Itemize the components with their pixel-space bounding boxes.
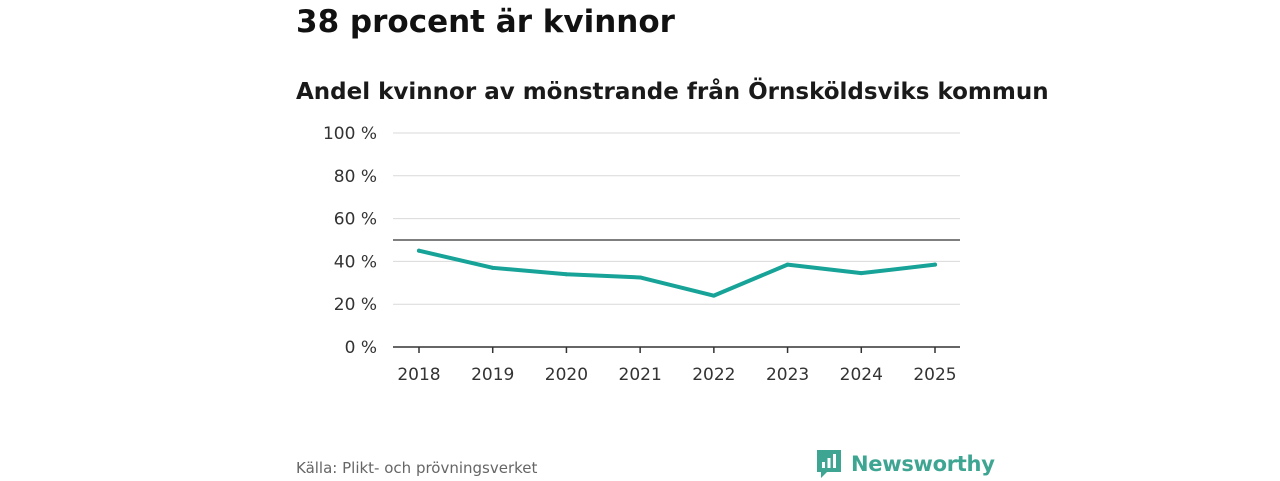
x-tick-label: 2019: [471, 365, 514, 385]
grid-lines: [393, 132, 960, 305]
brand-name: Newsworthy: [851, 452, 995, 476]
y-tick-label: 0 %: [345, 338, 377, 358]
x-axis-labels: 2018 2019 2020 2021 2022 2023 2024 2025: [397, 365, 956, 385]
data-point: [859, 271, 864, 276]
y-axis-labels: 0 % 20 % 40 % 60 % 80 % 100 %: [323, 124, 377, 358]
x-tick-label: 2025: [913, 365, 956, 385]
y-tick-label: 40 %: [334, 252, 377, 272]
y-tick-label: 60 %: [334, 210, 377, 230]
series-line: [417, 248, 937, 298]
data-point: [933, 262, 937, 267]
x-tick-label: 2024: [840, 365, 883, 385]
source-note: Källa: Plikt- och prövningsverket: [296, 459, 538, 477]
data-point: [564, 272, 569, 277]
data-point: [711, 293, 716, 298]
data-point: [417, 248, 421, 253]
x-tick-label: 2021: [619, 365, 662, 385]
y-tick-label: 80 %: [334, 167, 377, 187]
chart-title: Andel kvinnor av mönstrande från Örnsköl…: [296, 79, 1049, 105]
brand-logo: Newsworthy: [815, 447, 995, 481]
data-point: [638, 275, 643, 280]
y-tick-label: 100 %: [323, 124, 377, 144]
series-group: [417, 248, 937, 298]
x-tick-label: 2020: [545, 365, 588, 385]
newsworthy-logo-icon: [817, 450, 841, 478]
x-tick-label: 2023: [766, 365, 809, 385]
headline: 38 procent är kvinnor: [296, 4, 675, 40]
y-tick-label: 20 %: [334, 295, 377, 315]
x-tick-label: 2018: [397, 365, 440, 385]
data-point: [785, 262, 790, 267]
data-point: [490, 265, 495, 270]
x-axis-group: [393, 346, 960, 353]
x-tick-label: 2022: [692, 365, 735, 385]
